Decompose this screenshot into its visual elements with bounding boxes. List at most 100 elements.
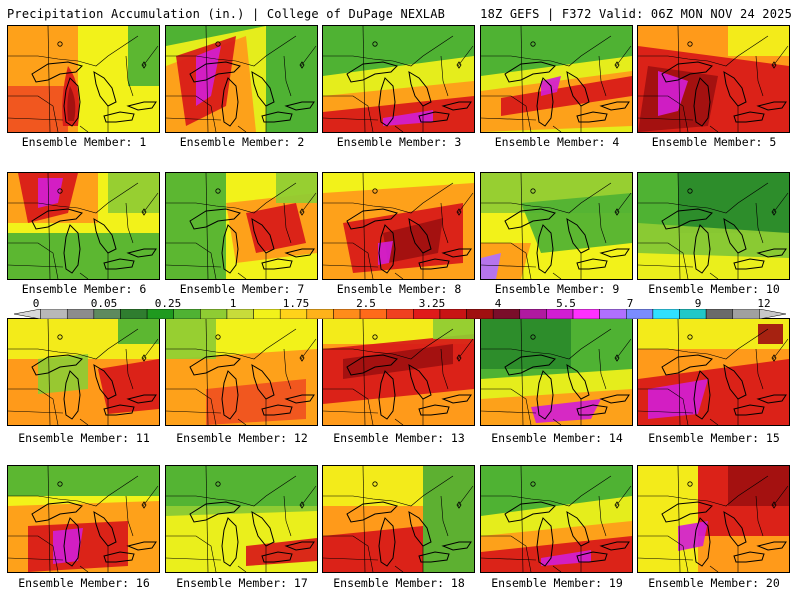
- ensemble-map-3: [322, 25, 475, 133]
- colorbar-tick-label: 12: [757, 297, 771, 310]
- colorbar-bin: [439, 309, 467, 319]
- precip-field: [166, 26, 317, 132]
- ensemble-map-2: [165, 25, 318, 133]
- ensemble-member-caption: Ensemble Member: 18: [333, 576, 465, 590]
- ensemble-member-caption: Ensemble Member: 12: [176, 431, 308, 445]
- colorbar-tick-label: 1: [229, 297, 237, 310]
- ensemble-member-caption: Ensemble Member: 7: [179, 282, 305, 296]
- precip-field: [638, 26, 789, 132]
- colorbar-bin: [546, 309, 574, 319]
- colorbar-bin: [333, 309, 361, 319]
- page-title: Precipitation Accumulation (in.) | Colle…: [7, 7, 446, 21]
- precip-field: [481, 466, 632, 572]
- colorbar-bin: [14, 309, 41, 319]
- precip-field: [8, 173, 159, 279]
- colorbar-bin: [93, 309, 121, 319]
- colorbar-bin: [599, 309, 627, 319]
- ensemble-member-caption: Ensemble Member: 15: [648, 431, 780, 445]
- ensemble-map-16: [7, 465, 160, 573]
- colorbar-bin: [413, 309, 441, 319]
- colorbar-tick-label: 5.5: [556, 297, 576, 310]
- ensemble-member-caption: Ensemble Member: 14: [491, 431, 623, 445]
- colorbar-bin: [359, 309, 387, 319]
- ensemble-member-caption: Ensemble Member: 2: [179, 135, 305, 149]
- ensemble-member-caption: Ensemble Member: 11: [18, 431, 150, 445]
- ensemble-map-14: [480, 318, 633, 426]
- ensemble-member-caption: Ensemble Member: 19: [491, 576, 623, 590]
- precip-field: [481, 173, 632, 279]
- ensemble-member-caption: Ensemble Member: 20: [648, 576, 780, 590]
- colorbar-bin: [759, 309, 786, 319]
- ensemble-map-13: [322, 318, 475, 426]
- colorbar-bin: [652, 309, 680, 319]
- precip-field: [323, 466, 474, 572]
- colorbar-bin: [679, 309, 707, 319]
- colorbar-bin: [386, 309, 414, 319]
- ensemble-member-caption: Ensemble Member: 1: [21, 135, 147, 149]
- ensemble-map-8: [322, 172, 475, 280]
- precip-field: [8, 319, 159, 425]
- ensemble-map-7: [165, 172, 318, 280]
- ensemble-member-caption: Ensemble Member: 13: [333, 431, 465, 445]
- precip-field: [166, 466, 317, 572]
- precip-field: [8, 466, 159, 572]
- ensemble-member-caption: Ensemble Member: 4: [494, 135, 620, 149]
- precip-field: [481, 319, 632, 425]
- colorbar-bin: [572, 309, 600, 319]
- colorbar-bin: [705, 309, 734, 319]
- ensemble-member-caption: Ensemble Member: 6: [21, 282, 147, 296]
- colorbar-bin: [253, 309, 281, 319]
- ensemble-member-caption: Ensemble Member: 16: [18, 576, 150, 590]
- colorbar-bin: [732, 309, 760, 319]
- ensemble-member-caption: Ensemble Member: 10: [648, 282, 780, 296]
- colorbar-bin: [626, 309, 654, 319]
- ensemble-member-caption: Ensemble Member: 8: [336, 282, 462, 296]
- precip-field: [166, 319, 317, 425]
- precip-field: [323, 319, 474, 425]
- ensemble-member-caption: Ensemble Member: 9: [494, 282, 620, 296]
- colorbar-tick-label: 7: [626, 297, 634, 310]
- ensemble-map-4: [480, 25, 633, 133]
- colorbar-bin: [492, 309, 521, 319]
- ensemble-member-caption: Ensemble Member: 5: [651, 135, 777, 149]
- colorbar-tick-label: 4: [494, 297, 502, 310]
- ensemble-map-6: [7, 172, 160, 280]
- colorbar-tick-label: 0: [32, 297, 40, 310]
- ensemble-map-17: [165, 465, 318, 573]
- colorbar-bin: [66, 309, 95, 319]
- precip-field: [481, 26, 632, 132]
- colorbar-tick-label: 0.25: [154, 297, 182, 310]
- ensemble-member-caption: Ensemble Member: 3: [336, 135, 462, 149]
- ensemble-map-11: [7, 318, 160, 426]
- colorbar-bin: [466, 309, 494, 319]
- ensemble-member-caption: Ensemble Member: 17: [176, 576, 308, 590]
- precip-field: [8, 26, 159, 132]
- precip-field: [638, 466, 789, 572]
- ensemble-map-1: [7, 25, 160, 133]
- ensemble-map-19: [480, 465, 633, 573]
- ensemble-map-5: [637, 25, 790, 133]
- colorbar-bin: [279, 309, 308, 319]
- precip-field: [323, 173, 474, 279]
- colorbar-bin: [200, 309, 228, 319]
- colorbar-bin: [519, 309, 547, 319]
- model-valid-time: 18Z GEFS | F372 Valid: 06Z MON NOV 24 20…: [480, 7, 792, 21]
- precip-field: [638, 173, 789, 279]
- colorbar-bin: [226, 309, 254, 319]
- colorbar-bin: [146, 309, 174, 319]
- colorbar-tick-label: 1.75: [282, 297, 310, 310]
- colorbar-tick-label: 0.05: [90, 297, 118, 310]
- precip-field: [323, 26, 474, 132]
- ensemble-map-15: [637, 318, 790, 426]
- precip-field: [638, 319, 789, 425]
- ensemble-map-9: [480, 172, 633, 280]
- colorbar-tick-label: 3.25: [418, 297, 446, 310]
- ensemble-map-18: [322, 465, 475, 573]
- colorbar-bin: [120, 309, 148, 319]
- precip-colorbar: [14, 309, 786, 319]
- colorbar-bin: [306, 309, 334, 319]
- colorbar-bin: [173, 309, 201, 319]
- colorbar-tick-label: 9: [694, 297, 702, 310]
- ensemble-map-10: [637, 172, 790, 280]
- precip-field: [166, 173, 317, 279]
